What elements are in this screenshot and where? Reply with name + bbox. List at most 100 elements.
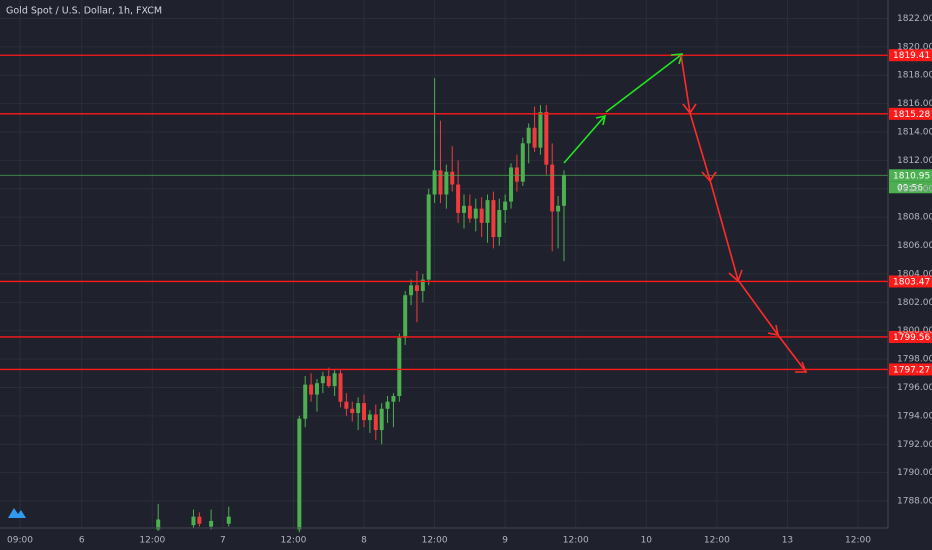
green-arrow (605, 54, 682, 113)
candle-body (538, 112, 543, 148)
candle-body (497, 210, 502, 238)
red-arrowhead (682, 103, 697, 115)
y-tick-label: 1820.00 (897, 42, 932, 52)
levels: 1819.41 1815.28 1803.47 1799.56 1797.27 1810.… (0, 49, 932, 376)
candle-body (414, 285, 419, 291)
candle-body (338, 373, 343, 402)
candle-body (350, 408, 355, 414)
candle-body (209, 520, 214, 527)
candle-body (520, 143, 525, 182)
countdown: 09:56 (897, 183, 923, 193)
candle-body (356, 403, 361, 414)
y-tick-label: 1798.00 (897, 355, 932, 365)
last-price-tag (889, 169, 932, 182)
candle-body (191, 516, 196, 526)
red-arrowhead (795, 361, 808, 373)
x-tick-label: 12:00 (563, 536, 589, 546)
y-tick-label: 1804.00 (897, 269, 932, 279)
x-tick-label: 09:00 (7, 536, 33, 546)
candle-body (314, 383, 319, 395)
candle-body (479, 208, 484, 223)
level-label: 1797.27 (893, 365, 930, 375)
level-tag (889, 363, 932, 376)
projection-arrows (563, 53, 808, 373)
candle-body (379, 408, 384, 431)
x-tick-label: 12:00 (280, 536, 306, 546)
candle-body (362, 403, 367, 421)
candle-body (326, 376, 331, 387)
y-tick-label: 1812.00 (897, 156, 932, 166)
candle-body (503, 201, 508, 211)
y-tick-label: 1788.00 (897, 497, 932, 507)
x-tick-label: 12:00 (139, 536, 165, 546)
chart-title: Gold Spot / U.S. Dollar, 1h, FXCM (6, 6, 162, 17)
candle-body (509, 167, 514, 202)
axes: 1788.00 1790.00 1792.00 1794.00 1796.00 1798.… (7, 14, 932, 546)
candle-body (332, 373, 337, 387)
level-label: 1803.47 (893, 277, 930, 287)
candle-body (309, 384, 314, 395)
candle-body (409, 285, 414, 296)
x-tick-label: 9 (502, 536, 508, 546)
candle-body (226, 516, 231, 524)
candle-body (385, 401, 390, 409)
countdown-box (889, 181, 932, 194)
candle-body (514, 167, 519, 182)
level-tag (889, 49, 932, 62)
y-tick-label: 1794.00 (897, 411, 932, 421)
candle-body (438, 170, 443, 195)
candle-body (397, 337, 402, 396)
candle-body (197, 516, 202, 524)
candle-body (450, 171, 455, 185)
x-tick-label: 7 (220, 536, 226, 546)
x-tick-label: 10 (641, 536, 653, 546)
last-price-label: 1810.95 (893, 171, 930, 181)
y-tick-label: 1808.00 (897, 213, 932, 223)
level-label: 1815.28 (893, 110, 930, 120)
y-tick-label: 1810.00 (897, 184, 932, 194)
candle-body (467, 205, 472, 219)
x-tick-label: 12:00 (704, 536, 730, 546)
y-tick-label: 1816.00 (897, 99, 932, 109)
y-tick-label: 1818.00 (897, 71, 932, 81)
level-tag (889, 330, 932, 343)
candle-body (156, 519, 161, 530)
candle-body (473, 208, 478, 219)
candle-body (367, 414, 372, 421)
candle-body (532, 127, 537, 148)
level-tag (889, 275, 932, 288)
candle-body (444, 171, 449, 195)
y-tick-label: 1790.00 (897, 468, 932, 478)
green-arrowhead (595, 114, 607, 126)
x-tick-label: 8 (361, 536, 367, 546)
candle-body (297, 418, 302, 530)
y-tick-label: 1814.00 (897, 128, 932, 138)
x-tick-label: 6 (79, 536, 85, 546)
candle-body (403, 295, 408, 338)
level-label: 1819.41 (893, 51, 930, 61)
candle-body (373, 414, 378, 431)
candles (156, 78, 566, 533)
candle-body (391, 396, 396, 402)
candle-body (561, 175, 566, 206)
candle-body (526, 127, 531, 144)
candle-body (432, 170, 437, 195)
candle-body (344, 401, 349, 409)
red-arrowhead (701, 171, 717, 183)
candle-body (426, 194, 431, 280)
candle-body (550, 164, 555, 212)
x-tick-label: 13 (782, 536, 793, 546)
candle-body (420, 279, 425, 291)
red-arrowhead (767, 324, 780, 337)
level-tag (889, 107, 932, 120)
candle-body (303, 384, 308, 419)
candle-body (491, 200, 496, 238)
y-tick-label: 1822.00 (897, 14, 932, 24)
grid (0, 0, 888, 528)
y-tick-label: 1796.00 (897, 383, 932, 393)
candle-body (320, 376, 325, 384)
y-tick-label: 1792.00 (897, 440, 932, 450)
